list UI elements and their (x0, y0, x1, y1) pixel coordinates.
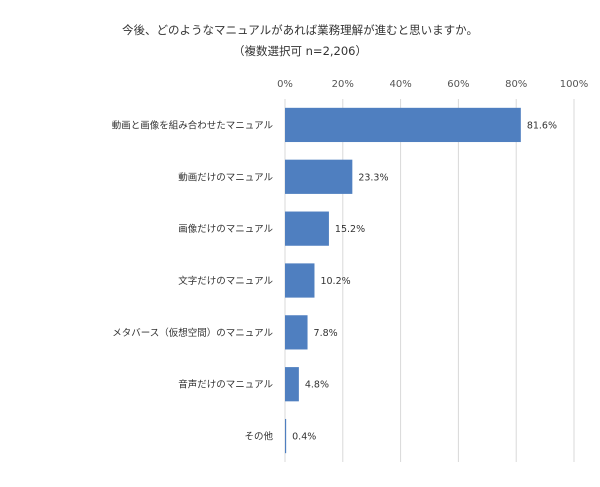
chart-subtitle: （複数選択可 n=2,206） (232, 44, 367, 58)
category-label: 動画だけのマニュアル (178, 172, 273, 183)
x-tick-label: 40% (389, 79, 411, 90)
category-label: 文字だけのマニュアル (178, 275, 273, 287)
category-label: メタバース（仮想空間）のマニュアル (112, 327, 273, 339)
data-label: 81.6% (527, 120, 557, 131)
bar (285, 367, 299, 402)
category-label: 音声だけのマニュアル (178, 379, 273, 391)
data-label: 4.8% (305, 380, 329, 391)
category-label: 動画と画像を組み合わせたマニュアル (112, 119, 274, 131)
data-label: 10.2% (320, 276, 350, 287)
data-label: 15.2% (335, 224, 365, 235)
x-tick-label: 0% (277, 79, 293, 90)
category-label: その他 (244, 431, 273, 443)
bar (285, 315, 308, 350)
data-label: 7.8% (314, 328, 338, 339)
x-tick-label: 60% (447, 79, 469, 90)
category-label: 画像だけのマニュアル (178, 223, 273, 235)
x-tick-label: 100% (560, 79, 589, 90)
data-label: 0.4% (292, 432, 316, 443)
bar (285, 107, 521, 143)
x-tick-label: 20% (332, 79, 354, 90)
data-label: 23.3% (358, 172, 388, 183)
bar (285, 211, 329, 246)
chart-title: 今後、どのようなマニュアルがあれば業務理解が進むと思いますか。 (122, 23, 478, 37)
bar (285, 418, 287, 454)
bar (285, 263, 315, 298)
x-tick-label: 80% (505, 79, 527, 90)
bar (285, 159, 353, 194)
